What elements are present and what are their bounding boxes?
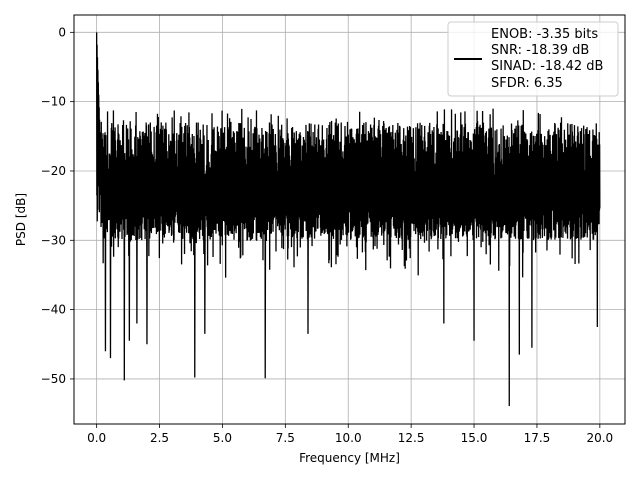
- legend-line-enob: ENOB: -3.35 bits: [491, 27, 598, 42]
- x-ticks: 0.0 2.5 5.0 7.5 10.0 12.5 15.0 17.5 20.0: [87, 424, 613, 445]
- series-psd: [95, 32, 601, 406]
- y-ticks: 0 −10 −20 −30 −40 −50: [41, 25, 74, 386]
- x-tick-label: 20.0: [586, 431, 613, 445]
- y-axis-label: PSD [dB]: [14, 193, 28, 246]
- legend-box: [447, 21, 619, 97]
- x-tick-label: 17.5: [524, 431, 551, 445]
- y-tick-label: −40: [41, 303, 66, 317]
- psd-line: [95, 32, 601, 406]
- x-tick-label: 7.5: [276, 431, 295, 445]
- axes-frame: [73, 14, 626, 425]
- x-tick-label: 5.0: [213, 431, 232, 445]
- y-tick-label: −20: [41, 164, 66, 178]
- x-tick-label: 15.0: [461, 431, 488, 445]
- legend-line-sinad: SINAD: -18.42 dB: [491, 59, 603, 74]
- y-tick-label: −10: [41, 95, 66, 109]
- legend-line-sfdr: SFDR: 6.35: [491, 76, 563, 91]
- x-tick-label: 2.5: [150, 431, 169, 445]
- legend: ENOB: -3.35 bits SNR: -18.39 dB SINAD: -…: [447, 21, 619, 97]
- y-tick-label: −50: [41, 372, 66, 386]
- legend-line-snr: SNR: -18.39 dB: [491, 43, 589, 58]
- y-tick-label: −30: [41, 233, 66, 247]
- x-tick-label: 12.5: [398, 431, 425, 445]
- x-tick-label: 10.0: [335, 431, 362, 445]
- y-tick-label: 0: [58, 25, 66, 39]
- x-tick-label: 0.0: [87, 431, 106, 445]
- x-axis-label: Frequency [MHz]: [299, 451, 400, 465]
